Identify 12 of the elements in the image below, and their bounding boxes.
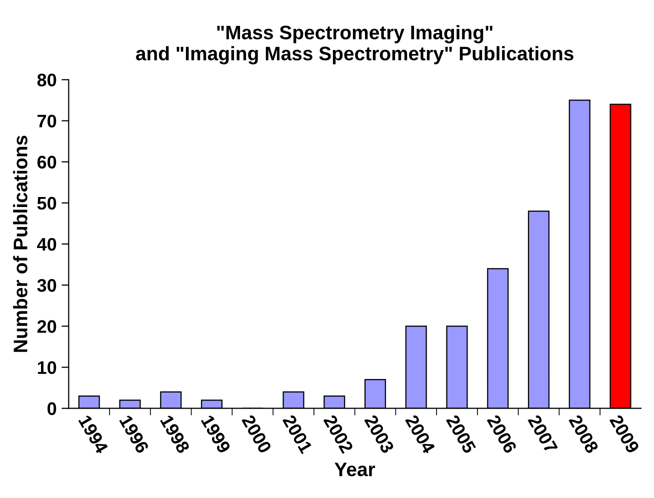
y-tick-label: 0 <box>48 402 56 416</box>
y-axis-title: Number of Publications <box>13 136 28 352</box>
y-tick-label: 10 <box>38 361 56 374</box>
y-tick-label: 70 <box>38 114 56 128</box>
y-tick-label: 80 <box>37 74 56 86</box>
x-axis-title: Year <box>334 462 376 476</box>
y-tick-label: 60 <box>37 156 56 169</box>
y-tick-label: 20 <box>37 320 56 333</box>
y-tick-label: 30 <box>37 279 56 292</box>
y-tick-label: 40 <box>37 238 56 251</box>
y-tick-label: 50 <box>37 196 56 210</box>
chart-title: "Mass Spectrometry Imaging" and "Imaging Mass Spectrometry" Publications <box>136 25 574 64</box>
